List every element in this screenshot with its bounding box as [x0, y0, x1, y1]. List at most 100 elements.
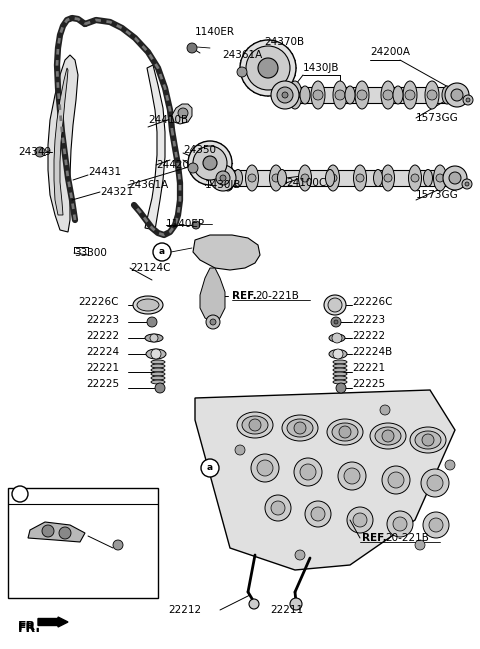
- Circle shape: [294, 422, 306, 434]
- Ellipse shape: [333, 364, 347, 368]
- Circle shape: [295, 550, 305, 560]
- Text: 22211: 22211: [270, 605, 303, 615]
- Text: 22222: 22222: [86, 331, 119, 341]
- Circle shape: [445, 83, 469, 107]
- Circle shape: [415, 540, 425, 550]
- Ellipse shape: [151, 376, 165, 380]
- Circle shape: [451, 89, 463, 101]
- Circle shape: [290, 598, 302, 610]
- Circle shape: [235, 445, 245, 455]
- Ellipse shape: [151, 360, 165, 364]
- Circle shape: [382, 466, 410, 494]
- Circle shape: [333, 349, 343, 359]
- Circle shape: [249, 599, 259, 609]
- Text: a: a: [207, 463, 213, 472]
- Circle shape: [224, 174, 232, 182]
- Ellipse shape: [355, 81, 369, 109]
- Ellipse shape: [381, 81, 395, 109]
- Ellipse shape: [329, 350, 347, 358]
- Circle shape: [206, 315, 220, 329]
- Circle shape: [336, 383, 346, 393]
- Text: 1573GG: 1573GG: [416, 113, 459, 123]
- Bar: [218, 170, 460, 186]
- Circle shape: [151, 349, 161, 359]
- Circle shape: [277, 87, 293, 103]
- Ellipse shape: [288, 81, 302, 109]
- Circle shape: [427, 475, 443, 491]
- Circle shape: [388, 472, 404, 488]
- Circle shape: [339, 426, 351, 438]
- Ellipse shape: [151, 380, 165, 384]
- Ellipse shape: [382, 165, 395, 191]
- Ellipse shape: [299, 165, 312, 191]
- Circle shape: [59, 527, 71, 539]
- Circle shape: [294, 458, 322, 486]
- Circle shape: [338, 462, 366, 490]
- Polygon shape: [193, 235, 260, 270]
- Circle shape: [427, 90, 437, 100]
- Ellipse shape: [146, 349, 166, 359]
- Ellipse shape: [333, 81, 347, 109]
- Circle shape: [384, 174, 392, 182]
- Text: a: a: [159, 247, 165, 256]
- Text: 24355: 24355: [36, 543, 69, 553]
- Circle shape: [334, 320, 338, 324]
- Circle shape: [246, 46, 290, 90]
- Ellipse shape: [373, 169, 383, 186]
- Bar: [280, 87, 460, 103]
- Text: 24420: 24420: [156, 160, 189, 170]
- Polygon shape: [200, 268, 225, 322]
- Circle shape: [332, 333, 342, 343]
- Circle shape: [380, 405, 390, 415]
- Ellipse shape: [151, 364, 165, 368]
- Text: 1140EP: 1140EP: [166, 219, 205, 229]
- Text: 20-221B: 20-221B: [255, 291, 299, 301]
- Ellipse shape: [332, 423, 358, 441]
- Ellipse shape: [151, 368, 165, 372]
- Circle shape: [257, 460, 273, 476]
- Circle shape: [258, 58, 278, 78]
- Circle shape: [421, 469, 449, 497]
- Circle shape: [429, 518, 443, 532]
- Ellipse shape: [151, 372, 165, 376]
- Circle shape: [220, 175, 226, 181]
- Text: 22223: 22223: [352, 315, 385, 325]
- Circle shape: [313, 90, 323, 100]
- Text: 24100C: 24100C: [286, 178, 326, 188]
- Circle shape: [237, 67, 247, 77]
- Text: 22225: 22225: [86, 379, 119, 389]
- Text: 21516A: 21516A: [18, 515, 58, 525]
- Ellipse shape: [442, 86, 452, 104]
- Circle shape: [382, 430, 394, 442]
- Circle shape: [192, 221, 200, 229]
- Circle shape: [210, 165, 236, 191]
- Text: a: a: [17, 489, 23, 498]
- Ellipse shape: [137, 299, 159, 311]
- Ellipse shape: [221, 165, 235, 191]
- Text: 1430JB: 1430JB: [303, 63, 339, 73]
- Circle shape: [153, 243, 171, 261]
- Text: 24200A: 24200A: [370, 47, 410, 57]
- Circle shape: [35, 147, 45, 157]
- Text: 1573GG: 1573GG: [416, 190, 459, 200]
- Text: 20-221B: 20-221B: [385, 533, 429, 543]
- Circle shape: [387, 511, 413, 537]
- Circle shape: [216, 171, 230, 185]
- Circle shape: [445, 460, 455, 470]
- Polygon shape: [48, 55, 78, 232]
- Ellipse shape: [345, 86, 355, 104]
- Circle shape: [193, 146, 227, 180]
- Circle shape: [155, 383, 165, 393]
- Text: 22124C: 22124C: [130, 263, 170, 273]
- Circle shape: [356, 174, 364, 182]
- Text: 22221: 22221: [352, 363, 385, 373]
- Text: 1430JB: 1430JB: [205, 180, 241, 190]
- Ellipse shape: [408, 165, 421, 191]
- Ellipse shape: [277, 169, 287, 186]
- Polygon shape: [145, 65, 165, 230]
- Text: 22223: 22223: [86, 315, 119, 325]
- Circle shape: [178, 108, 188, 118]
- Circle shape: [462, 179, 472, 189]
- Circle shape: [311, 507, 325, 521]
- Circle shape: [188, 163, 198, 173]
